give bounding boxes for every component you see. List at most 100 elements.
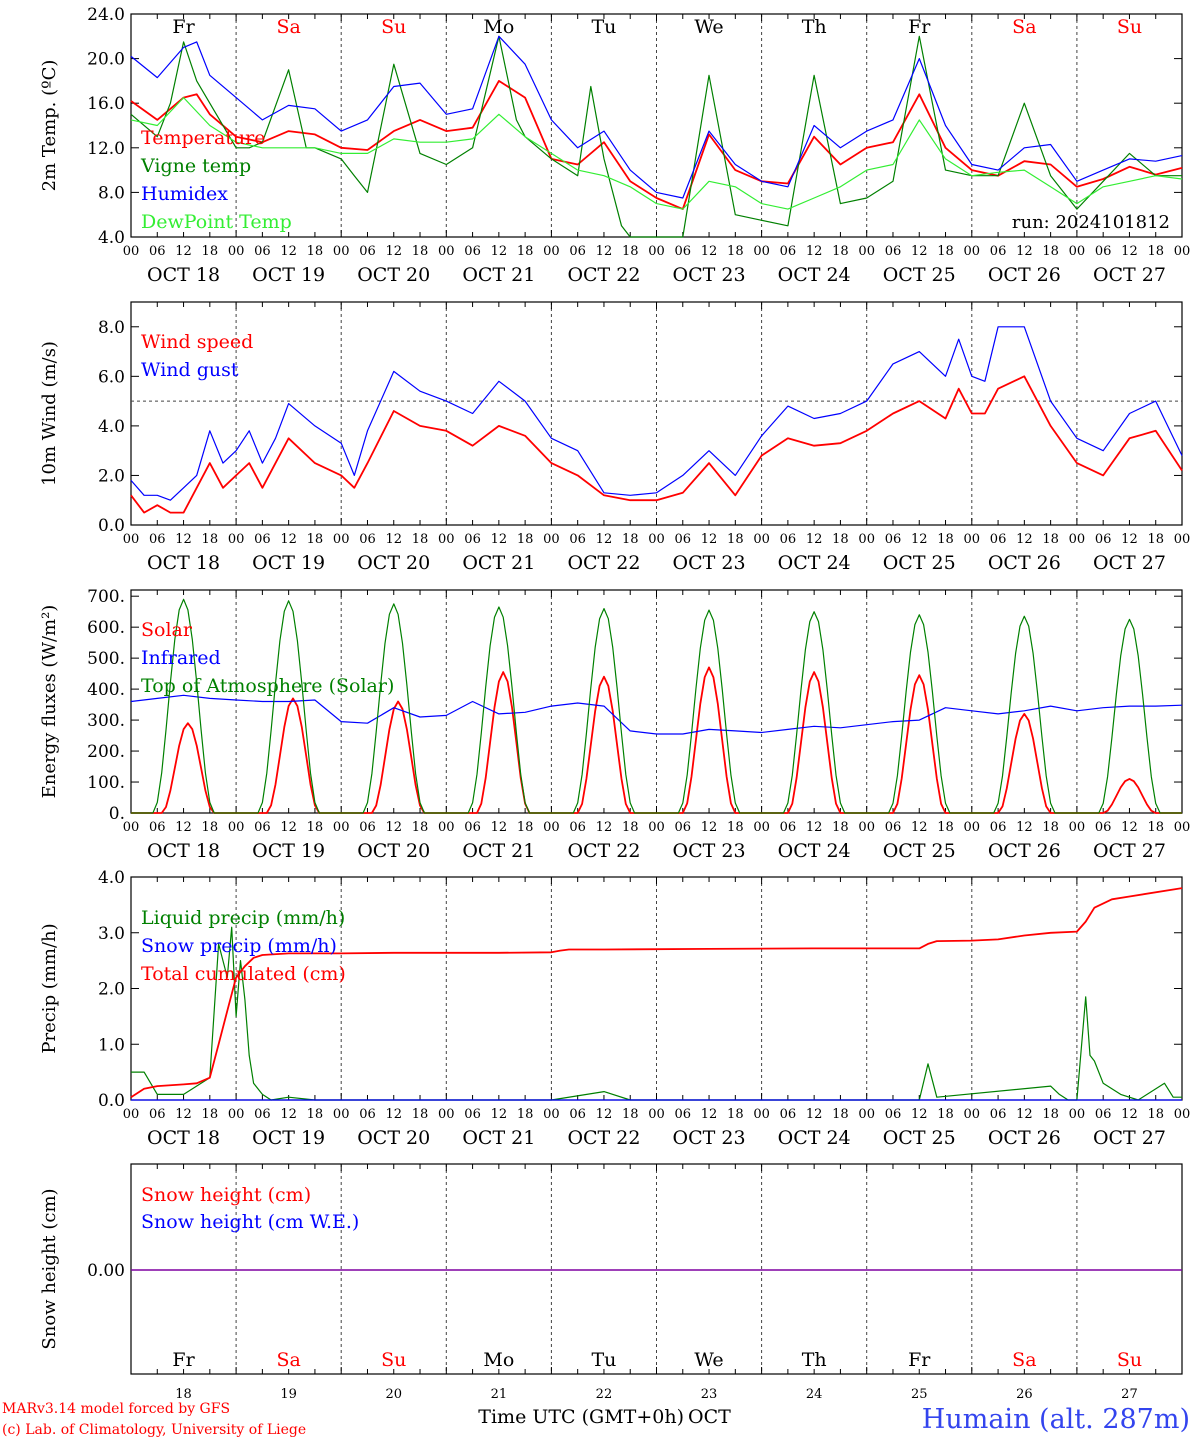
hour-tick-label: 06: [569, 244, 586, 259]
y-tick-label: 4.0: [98, 417, 125, 437]
hour-tick-label: 18: [202, 244, 219, 259]
hour-tick-label: 12: [806, 1107, 823, 1122]
y-tick-label: 100.: [87, 773, 125, 793]
weekday-label: We: [694, 16, 723, 38]
hour-tick-label: 12: [1121, 1107, 1138, 1122]
y-tick-label: 700.: [87, 587, 125, 607]
hour-tick-label: 00: [964, 244, 981, 259]
hour-tick-label: 00: [543, 820, 560, 835]
day-number-label: 18: [175, 1387, 192, 1402]
y-tick-label: 2.0: [98, 466, 125, 486]
date-label: OCT 19: [252, 264, 325, 286]
y-axis-label: 10m Wind (m/s): [39, 341, 60, 486]
hour-tick-label: 18: [412, 244, 429, 259]
date-label: OCT 25: [883, 552, 956, 574]
hour-tick-label: 00: [1174, 244, 1191, 259]
y-tick-label: 20.0: [87, 50, 125, 70]
hour-tick-label: 06: [569, 532, 586, 547]
hour-tick-label: 00: [333, 244, 350, 259]
weekday-label: Mo: [483, 1349, 514, 1371]
hour-tick-label: 06: [1095, 244, 1112, 259]
hour-tick-label: 00: [964, 820, 981, 835]
date-label: OCT 20: [357, 1127, 430, 1149]
hour-tick-label: 18: [622, 1107, 639, 1122]
weekday-label: Fr: [172, 16, 195, 38]
hour-tick-label: 12: [175, 532, 192, 547]
date-label: OCT 21: [462, 1127, 535, 1149]
hour-tick-label: 06: [464, 820, 481, 835]
hour-tick-label: 12: [385, 244, 402, 259]
y-tick-label: 4.0: [98, 868, 125, 888]
hour-tick-label: 00: [648, 244, 665, 259]
y-tick-label: 3.0: [98, 924, 125, 944]
date-label: OCT 21: [462, 552, 535, 574]
hour-tick-label: 00: [753, 532, 770, 547]
hour-tick-label: 12: [491, 1107, 508, 1122]
hour-tick-label: 00: [333, 820, 350, 835]
hour-tick-label: 12: [280, 1107, 297, 1122]
hour-tick-label: 00: [543, 532, 560, 547]
y-tick-label: 500.: [87, 649, 125, 669]
weekday-label: Sa: [276, 1349, 300, 1371]
hour-tick-label: 12: [491, 532, 508, 547]
legend-entry: Humidex: [141, 183, 228, 205]
hour-tick-label: 18: [832, 532, 849, 547]
hour-tick-label: 06: [780, 1107, 797, 1122]
hour-tick-label: 12: [1016, 244, 1033, 259]
legend-entry: Top of Atmosphere (Solar): [141, 675, 394, 697]
hour-tick-label: 12: [806, 244, 823, 259]
weekday-label: Th: [802, 16, 827, 38]
hour-tick-label: 12: [596, 244, 613, 259]
date-label: OCT 21: [462, 840, 535, 862]
legend-entry: DewPoint Temp: [141, 211, 292, 233]
panel-3: Energy fluxes (W/m²) 0. 100. 200. 300. 400. 50…: [39, 587, 1190, 862]
hour-tick-label: 18: [412, 820, 429, 835]
date-label: OCT 23: [673, 840, 746, 862]
y-tick-label: 0.: [109, 804, 125, 824]
weekday-label: Fr: [908, 1349, 931, 1371]
hour-tick-label: 18: [832, 820, 849, 835]
weekday-label: Sa: [1012, 16, 1036, 38]
hour-tick-label: 12: [701, 1107, 718, 1122]
hour-tick-label: 12: [1016, 1107, 1033, 1122]
y-axis-label: 2m Temp. (ºC): [39, 60, 60, 192]
date-label: OCT 24: [778, 840, 851, 862]
hour-tick-label: 12: [385, 532, 402, 547]
series-temperature: [130, 80, 1183, 211]
hour-tick-label: 12: [596, 532, 613, 547]
hour-tick-label: 18: [412, 532, 429, 547]
hour-tick-label: 00: [333, 1107, 350, 1122]
hour-tick-label: 18: [517, 820, 534, 835]
hour-tick-label: 06: [254, 820, 271, 835]
panel-5: Snow height (cm) 0.00 Snow height (cm) Snow…: [39, 1163, 1183, 1402]
weekday-label: Th: [802, 1349, 827, 1371]
hour-tick-label: 18: [727, 1107, 744, 1122]
hour-tick-label: 06: [990, 1107, 1007, 1122]
panel-4: Precip (mm/h) 0.0 1.0 2.0 3.0 4.0 00 06 12 18 OCT …: [39, 868, 1190, 1149]
hour-tick-label: 00: [858, 820, 875, 835]
date-label: OCT 26: [988, 840, 1061, 862]
hour-tick-label: 18: [832, 244, 849, 259]
series-humidex: [130, 35, 1183, 199]
hour-tick-label: 18: [307, 244, 324, 259]
hour-tick-label: 00: [228, 244, 245, 259]
hour-tick-label: 00: [1174, 1107, 1191, 1122]
hour-tick-label: 12: [1016, 820, 1033, 835]
weekday-label: Tu: [591, 1349, 616, 1371]
hour-tick-label: 06: [885, 244, 902, 259]
hour-tick-label: 18: [307, 1107, 324, 1122]
hour-tick-label: 06: [780, 820, 797, 835]
date-label: OCT 18: [147, 552, 220, 574]
hour-tick-label: 18: [937, 820, 954, 835]
hour-tick-label: 06: [149, 1107, 166, 1122]
hour-tick-label: 00: [228, 820, 245, 835]
day-number-label: 23: [701, 1387, 718, 1402]
weekday-label: Su: [1117, 16, 1142, 38]
y-tick-label: 6.0: [98, 367, 125, 387]
hour-tick-label: 18: [202, 532, 219, 547]
hour-tick-label: 00: [123, 244, 140, 259]
day-number-label: 19: [280, 1387, 297, 1402]
hour-tick-label: 18: [202, 820, 219, 835]
hour-tick-label: 12: [175, 820, 192, 835]
